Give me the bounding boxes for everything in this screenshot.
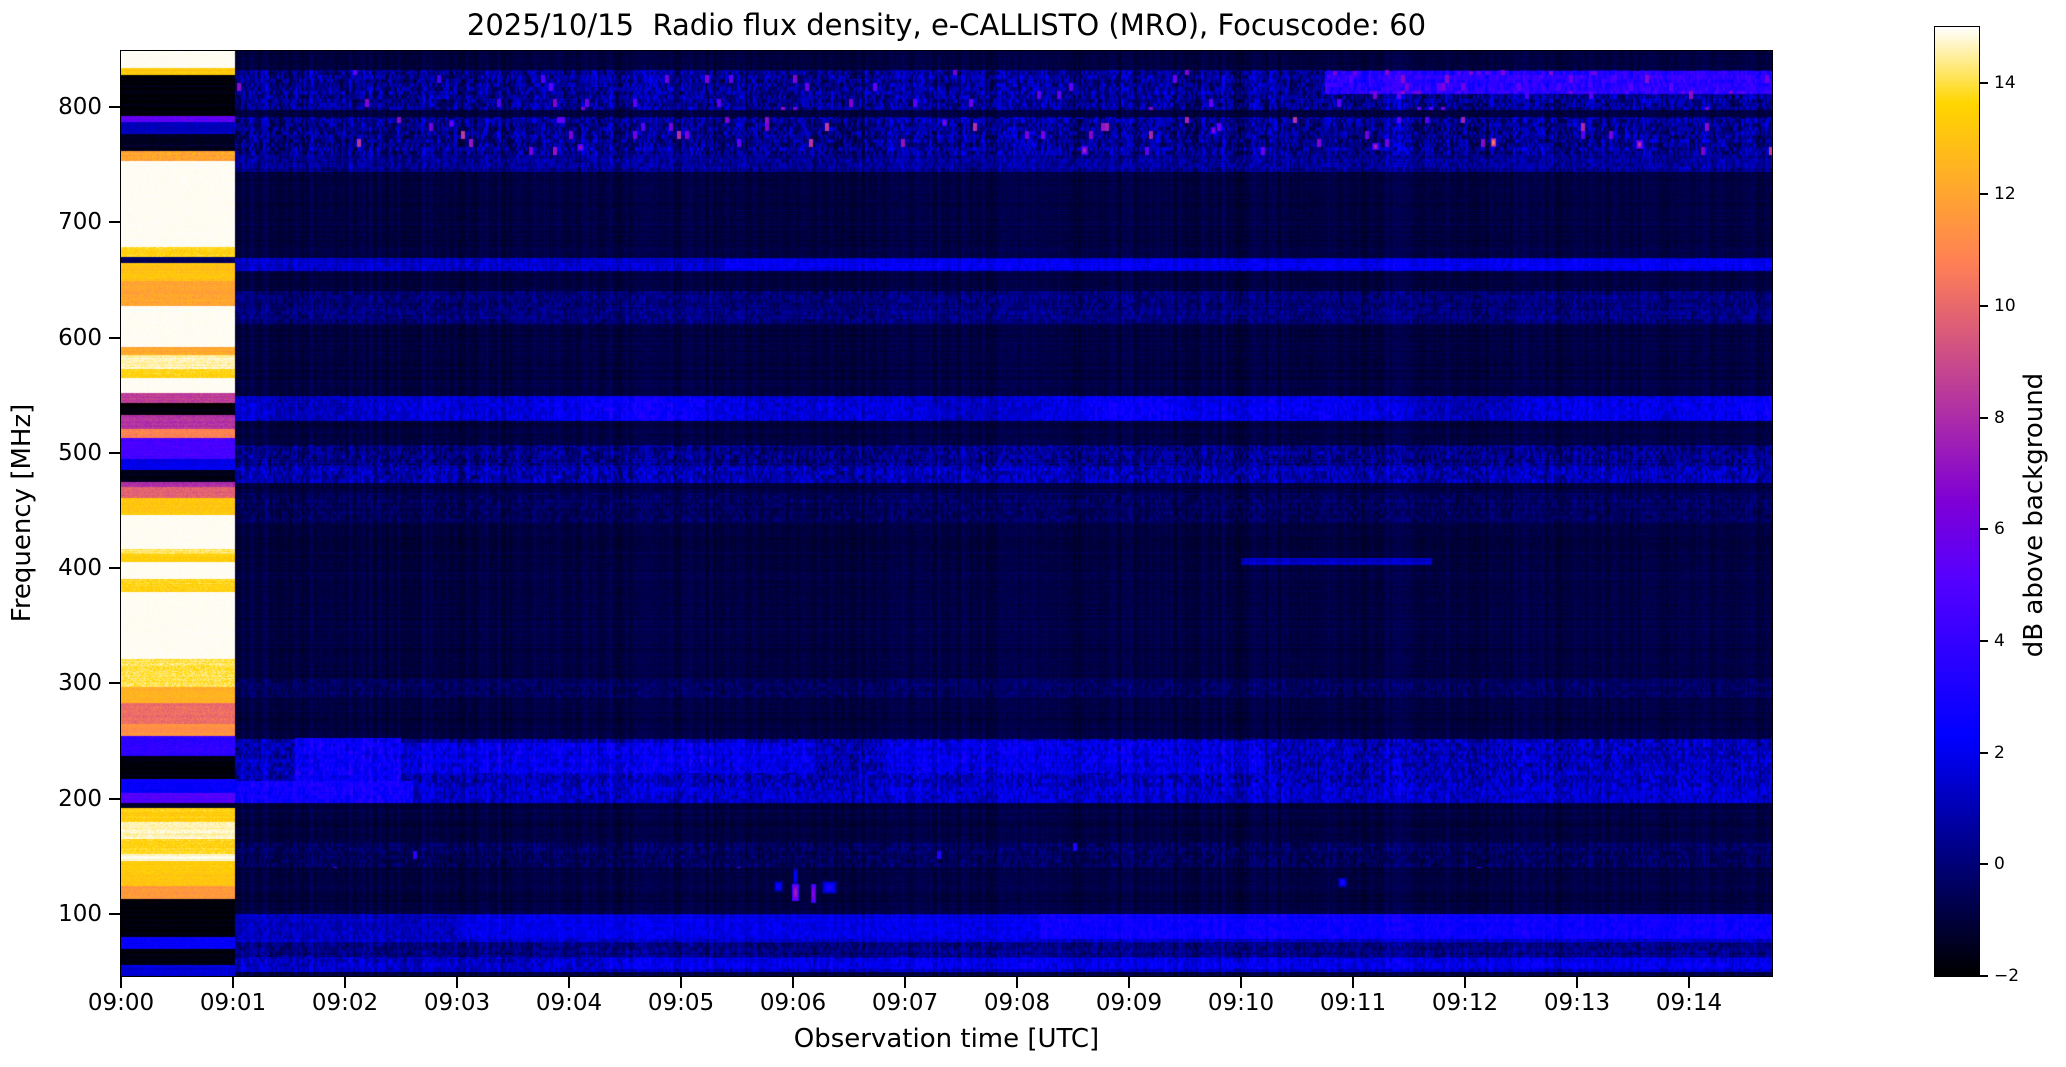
colorbar-tick [1980,528,1988,531]
colorbar-canvas [1935,27,1979,976]
colorbar-tick [1980,863,1988,866]
x-tick-label: 09:01 [199,990,267,1016]
x-tick [904,977,906,988]
y-tick-label: 100 [58,901,102,927]
y-tick [109,221,120,224]
x-tick-label: 09:03 [423,990,491,1016]
y-tick [109,567,120,570]
x-tick-label: 09:13 [1543,990,1611,1016]
x-tick [1128,977,1130,988]
spectrogram-canvas [121,51,1772,976]
x-tick [1016,977,1018,988]
colorbar-tick-label: 12 [1994,184,2016,205]
x-tick-label: 09:04 [535,990,603,1016]
x-tick [1576,977,1578,988]
x-tick-label: 09:08 [983,990,1051,1016]
y-tick [109,106,120,109]
x-tick-label: 09:07 [871,990,939,1016]
y-tick-label: 200 [58,785,102,812]
x-tick-label: 09:12 [1431,990,1499,1016]
y-tick-label: 800 [58,94,102,121]
colorbar-tick [1980,81,1988,84]
colorbar-tick [1980,975,1988,977]
x-tick-label: 09:11 [1319,990,1387,1016]
x-tick [792,977,794,988]
x-tick [232,977,234,988]
x-tick [1240,977,1242,988]
x-tick [568,977,570,988]
colorbar-tick-label: 8 [1994,407,2005,428]
x-tick-label: 09:02 [311,990,379,1016]
x-tick [1352,977,1354,988]
x-tick [1688,977,1690,988]
x-tick-label: 09:00 [87,990,155,1016]
colorbar-tick-label: 0 [1994,854,2005,875]
plot-frame [120,50,1773,977]
y-tick [109,451,120,454]
x-tick [456,977,458,988]
colorbar-tick [1980,640,1988,643]
y-tick [109,913,120,915]
colorbar-tick [1980,416,1988,419]
y-tick-label: 600 [58,324,102,351]
colorbar-tick-label: 6 [1994,519,2005,540]
x-tick-label: 09:10 [1207,990,1275,1016]
colorbar-tick [1980,305,1988,308]
colorbar-tick-label: 4 [1994,631,2005,652]
x-tick-label: 09:14 [1655,990,1723,1016]
x-tick [1464,977,1466,988]
x-tick-label: 09:06 [759,990,827,1016]
y-tick-label: 500 [58,439,102,466]
x-axis-label: Observation time [UTC] [793,1024,1100,1054]
colorbar-tick [1980,751,1988,754]
x-tick [344,977,346,988]
colorbar-tick-label: 2 [1994,742,2005,763]
y-tick [109,336,120,339]
y-axis-label: Frequency [MHz] [7,403,37,623]
y-tick-label: 400 [58,555,102,582]
colorbar-tick-label: −2 [1994,966,2020,986]
colorbar-tick-label: 10 [1994,296,2016,317]
colorbar-tick [1980,193,1988,196]
y-tick-label: 300 [58,670,102,697]
colorbar-label: dB above background [2019,372,2049,658]
x-tick-label: 09:09 [1095,990,1163,1016]
y-tick [109,797,120,800]
y-tick-label: 700 [58,209,102,236]
colorbar-frame [1934,26,1980,977]
y-tick [109,682,120,685]
x-tick [680,977,682,988]
colorbar-tick-label: 14 [1994,72,2016,93]
chart-title: 2025/10/15 Radio flux density, e-CALLIST… [466,8,1427,42]
x-tick [120,977,122,988]
x-tick-label: 09:05 [647,990,715,1016]
